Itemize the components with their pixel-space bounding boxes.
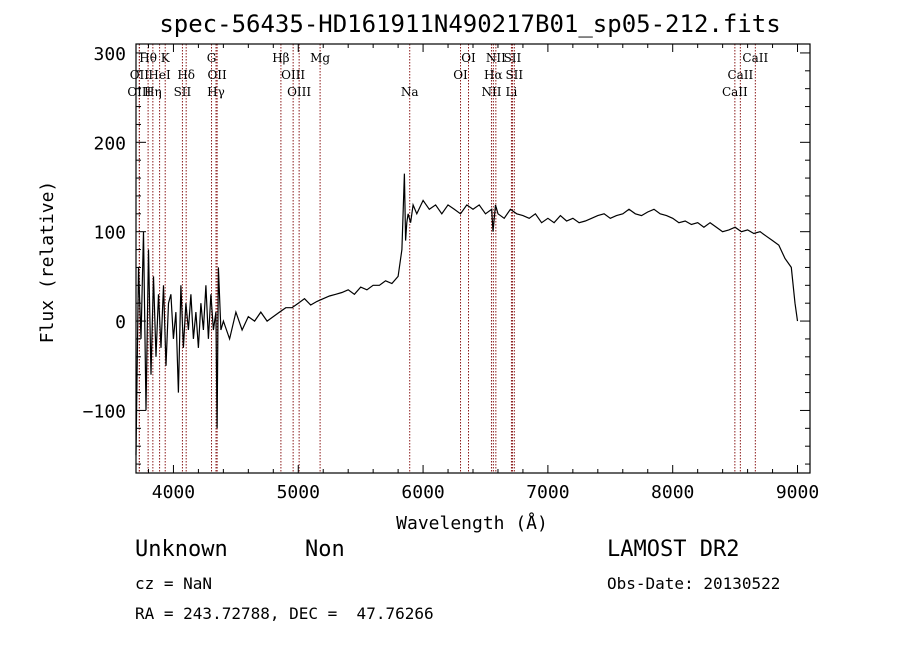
spectrum-line [135, 173, 799, 456]
line-label-9: OII [207, 68, 227, 82]
spectral-class: Unknown [135, 537, 228, 562]
line-label-7: SII [174, 85, 192, 99]
observation-date: Obs-Date: 20130522 [607, 574, 781, 593]
y-tick-label-2: 100 [93, 223, 126, 244]
chart-title: spec-56435-HD161911N490217B01_sp05-212.f… [159, 10, 780, 38]
y-tick-label-4: 300 [93, 44, 126, 65]
x-tick-label-1: 5000 [277, 482, 320, 503]
y-axis-label: Flux (relative) [37, 181, 58, 344]
line-label-12: OIII [281, 68, 305, 82]
line-label-15: Na [401, 85, 419, 99]
y-tick-label-0: −100 [83, 401, 126, 422]
line-label-17: OI [453, 68, 468, 82]
line-label-21: SII [504, 51, 522, 65]
spectral-line-markers [138, 44, 756, 473]
line-label-25: CaII [727, 68, 753, 82]
line-label-13: OIII [287, 85, 311, 99]
line-label-2: OIII [127, 85, 151, 99]
line-label-1: OII [130, 68, 150, 82]
line-label-6: Hδ [177, 68, 195, 82]
x-tick-label-4: 8000 [651, 482, 694, 503]
y-tick-label-3: 200 [93, 133, 126, 154]
line-label-8: G [207, 51, 217, 65]
line-label-22: SII [505, 68, 523, 82]
line-label-14: Mg [310, 51, 330, 65]
x-axis-label: Wavelength (Å) [396, 512, 548, 534]
line-label-11: Hβ [272, 51, 289, 65]
line-label-20: NII [481, 85, 501, 99]
line-label-4: HeI [148, 68, 171, 82]
line-label-3: K [161, 51, 171, 65]
redshift-cz: cz = NaN [135, 574, 213, 593]
spectral-line-labels: Hθ OII OIII K HeI Hη Hδ SII G OII Hγ Hβ OIII OIII Mg Na… [127, 51, 768, 99]
x-tick-label-0: 4000 [152, 482, 195, 503]
y-tick-label-1: 0 [115, 312, 126, 333]
x-axis-ticks: 4000 5000 6000 7000 8000 9000 [147, 44, 819, 503]
x-tick-label-2: 6000 [401, 482, 444, 503]
x-tick-label-5: 9000 [776, 482, 819, 503]
spectral-subclass: Non [305, 537, 345, 562]
line-label-5: Hη [144, 85, 162, 99]
data-release: LAMOST DR2 [607, 537, 740, 562]
line-label-10: Hγ [207, 85, 225, 99]
line-label-26: CaII [722, 85, 748, 99]
y-axis-ticks: −100 0 100 200 300 [83, 44, 810, 465]
line-label-24: CaII [742, 51, 768, 65]
line-label-18: NII [486, 51, 506, 65]
line-label-16: OI [461, 51, 476, 65]
coordinates: RA = 243.72788, DEC = 47.76266 [135, 604, 434, 623]
line-label-19: Hα [484, 68, 503, 82]
line-label-23: Li [506, 85, 518, 99]
plot-frame [135, 43, 811, 474]
x-tick-label-3: 7000 [526, 482, 569, 503]
line-label-0: Hθ [139, 51, 157, 65]
